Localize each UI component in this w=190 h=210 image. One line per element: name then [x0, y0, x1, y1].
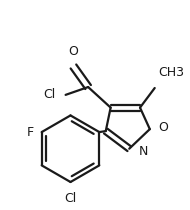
- Text: Cl: Cl: [64, 192, 77, 205]
- Text: CH3: CH3: [159, 66, 185, 79]
- Text: F: F: [27, 126, 34, 139]
- Text: O: O: [159, 121, 169, 134]
- Text: O: O: [69, 45, 78, 58]
- Text: N: N: [139, 145, 148, 158]
- Text: Cl: Cl: [44, 88, 56, 101]
